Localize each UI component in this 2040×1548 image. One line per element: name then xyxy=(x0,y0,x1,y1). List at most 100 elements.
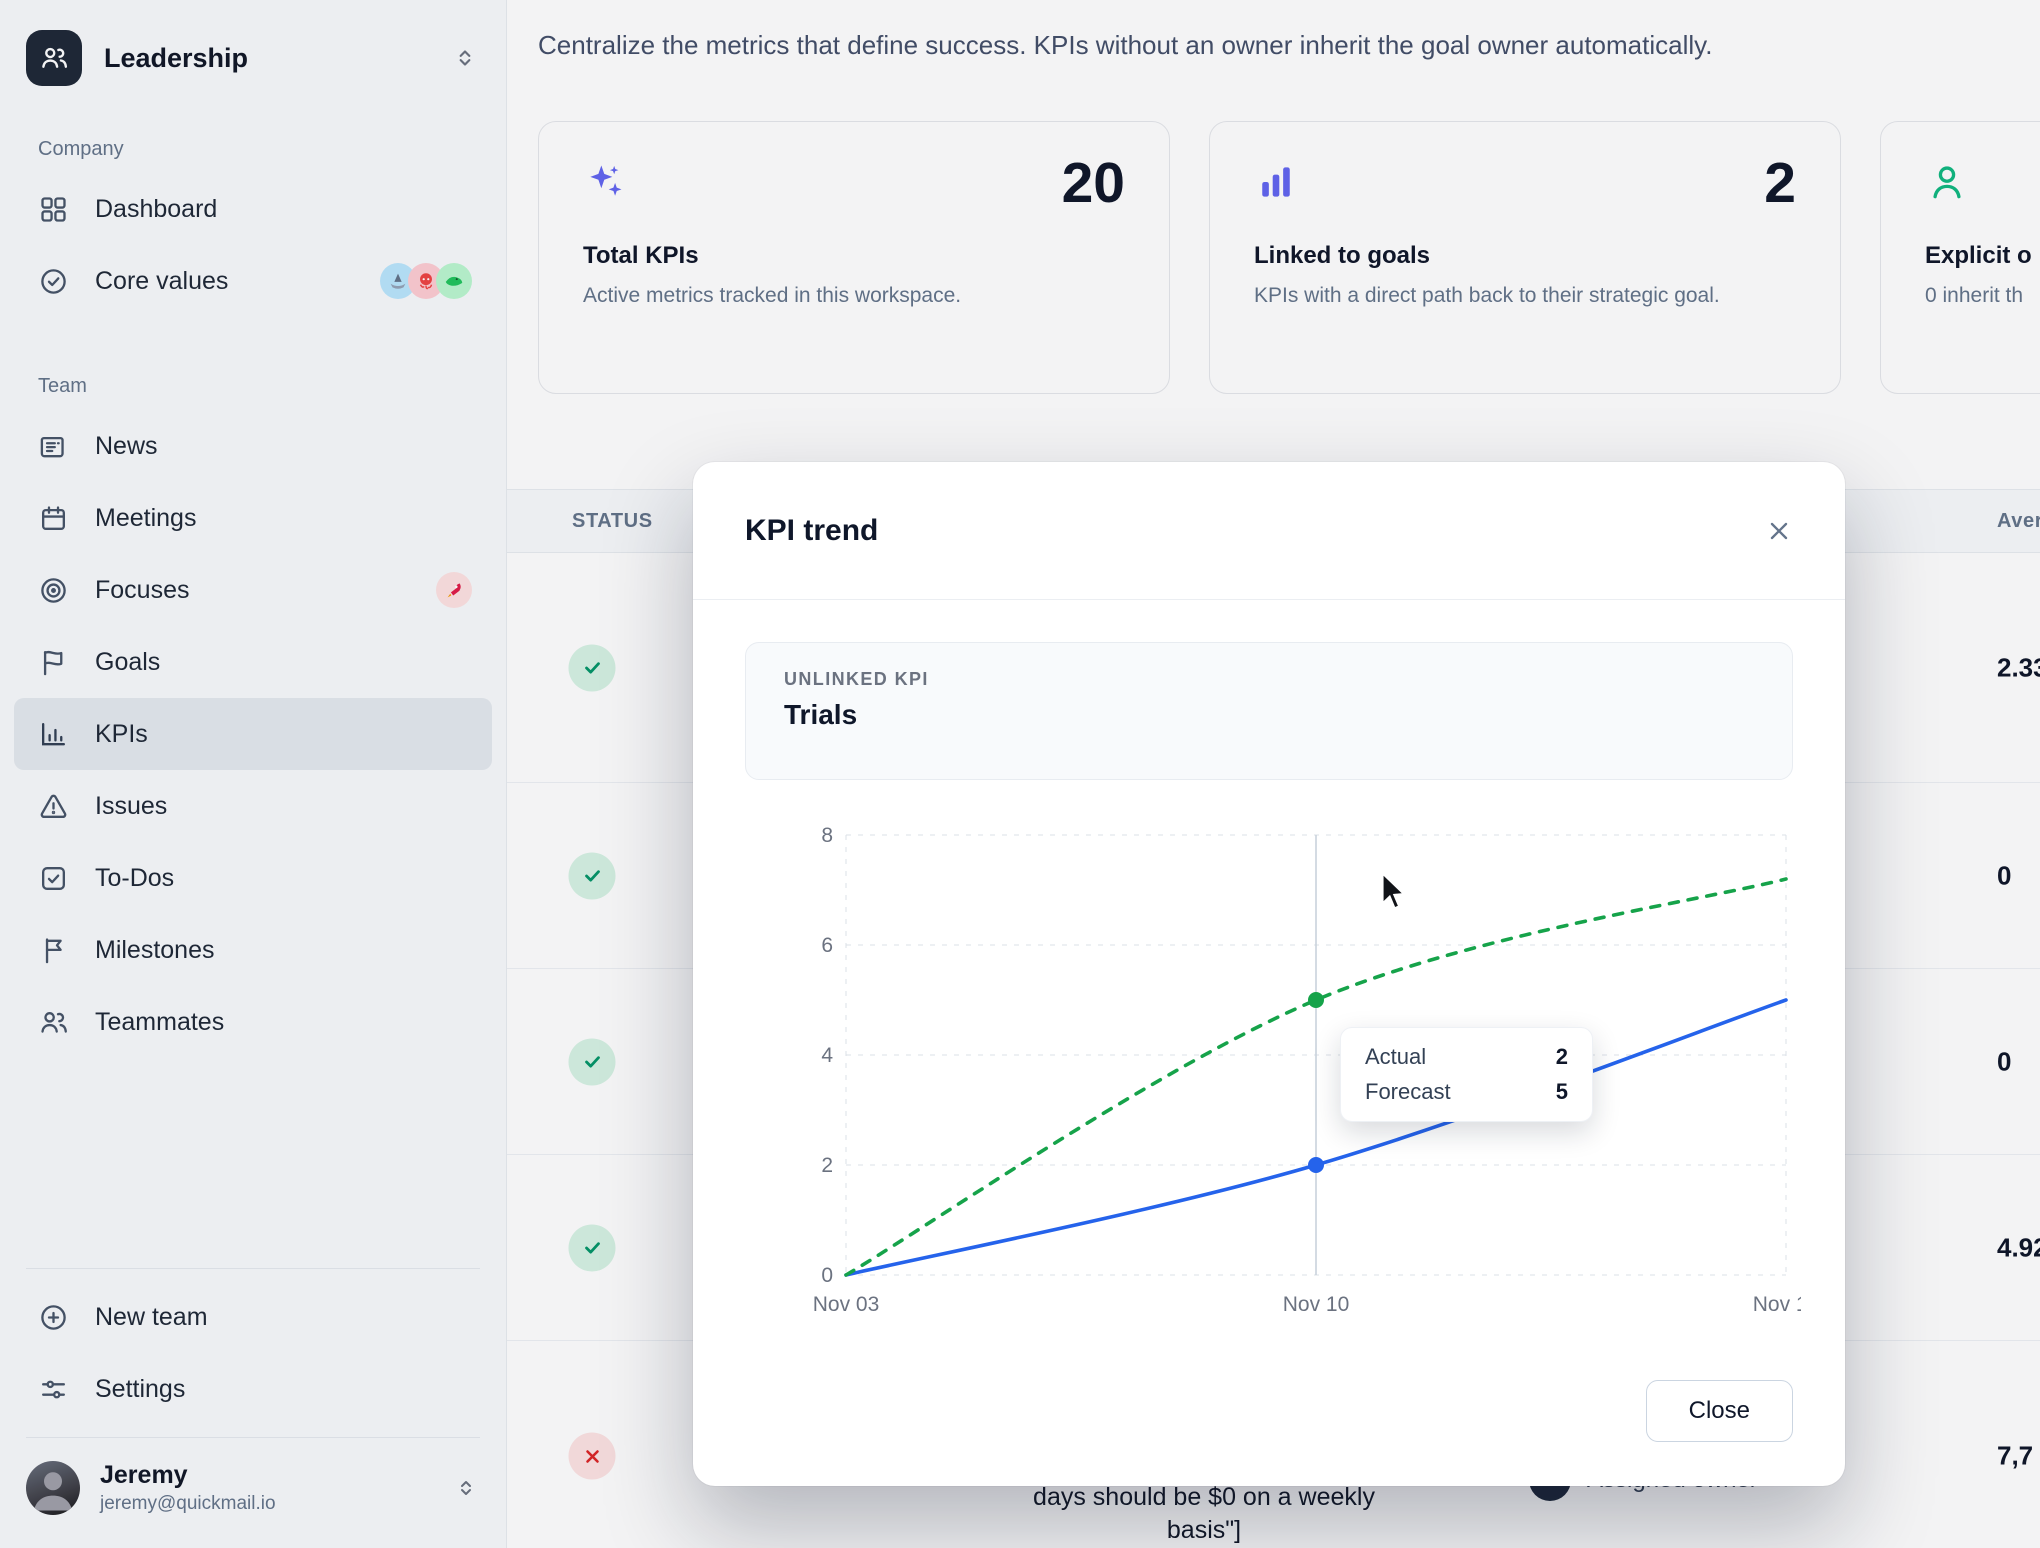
core-values-emojis xyxy=(380,263,472,299)
sidebar-item-label: KPIs xyxy=(95,719,148,748)
column-header-average: Aver xyxy=(1997,509,2040,532)
sidebar-item-teammates[interactable]: Teammates xyxy=(14,986,492,1058)
kpi-label: UNLINKED KPI xyxy=(784,669,929,689)
section-label-team: Team xyxy=(38,375,87,397)
people-icon xyxy=(42,47,68,68)
workspace-name: Leadership xyxy=(104,42,249,73)
sidebar-item-focuses[interactable]: Focuses xyxy=(14,554,492,626)
close-icon[interactable] xyxy=(1765,517,1793,545)
card-value: 2 xyxy=(1764,151,1796,215)
svg-text:2: 2 xyxy=(821,1154,833,1177)
svg-text:6: 6 xyxy=(821,934,833,957)
page-subtitle: Centralize the metrics that define succe… xyxy=(538,30,1713,60)
crocodile-emoji xyxy=(436,263,472,299)
tooltip-series-label: Forecast xyxy=(1365,1079,1451,1104)
sidebar-item-label: Meetings xyxy=(95,503,197,532)
kpi-description-text: days should be $0 on a weekly basis"] xyxy=(1033,1483,1375,1544)
kpi-trend-modal: KPI trend UNLINKED KPI Trials 0 2 4 6 8 Nov 0… xyxy=(693,462,1845,1486)
svg-text:Nov 10: Nov 10 xyxy=(1283,1293,1350,1316)
news-icon xyxy=(38,431,69,462)
workspace-switcher[interactable]: Leadership xyxy=(26,30,478,86)
card-title: Explicit o xyxy=(1925,242,2032,269)
kpi-trend-chart-area: 0 2 4 6 8 Nov 03 Nov 10 Nov 17 Actual 2 Forecas… xyxy=(801,820,1820,1320)
sidebar-item-new-team[interactable]: New team xyxy=(14,1281,492,1353)
kpi-name: Trials xyxy=(784,699,858,730)
person-icon xyxy=(1925,160,1969,204)
people-icon xyxy=(38,1007,69,1038)
status-success-icon xyxy=(568,1224,616,1271)
milestone-flag-icon xyxy=(38,935,69,966)
sidebar-bottom: New team Settings Jeremy jeremy@quickmai… xyxy=(0,1256,506,1532)
sidebar-item-milestones[interactable]: Milestones xyxy=(14,914,492,986)
tooltip-series-value: 5 xyxy=(1555,1079,1568,1104)
user-meta: Jeremy jeremy@quickmail.io xyxy=(100,1461,434,1515)
sidebar-item-label: Milestones xyxy=(95,935,215,964)
user-avatar xyxy=(26,1461,80,1515)
card-description: 0 inherit th xyxy=(1925,284,2024,307)
focuses-emojis xyxy=(436,572,472,608)
sidebar-item-core-values[interactable]: Core values xyxy=(14,245,492,317)
row-average-value: 7,7 xyxy=(1997,1440,2034,1471)
user-name: Jeremy xyxy=(100,1461,188,1489)
kpi-trend-chart[interactable]: 0 2 4 6 8 Nov 03 Nov 10 Nov 17 xyxy=(801,820,1820,1320)
sidebar-item-label: Goals xyxy=(95,647,161,676)
sidebar-item-label: Settings xyxy=(95,1374,186,1403)
svg-text:Nov 17: Nov 17 xyxy=(1753,1293,1801,1316)
modal-footer: Close xyxy=(693,1380,1845,1486)
sidebar-item-meetings[interactable]: Meetings xyxy=(14,482,492,554)
status-success-icon xyxy=(568,1038,616,1085)
checkbox-icon xyxy=(38,863,69,894)
sidebar-item-label: News xyxy=(95,431,158,460)
user-email: jeremy@quickmail.io xyxy=(100,1493,276,1514)
sidebar-item-dashboard[interactable]: Dashboard xyxy=(14,173,492,245)
row-average-value: 4.92 xyxy=(1997,1232,2040,1262)
user-menu[interactable]: Jeremy jeremy@quickmail.io xyxy=(26,1450,478,1526)
card-explicit-owners: Explicit o 0 inherit th xyxy=(1880,121,2040,394)
status-error-icon xyxy=(568,1432,616,1480)
rocket-emoji xyxy=(436,572,472,608)
flag-icon xyxy=(38,647,69,678)
sidebar-item-kpis[interactable]: KPIs xyxy=(14,698,492,770)
svg-text:Nov 03: Nov 03 xyxy=(813,1293,880,1316)
status-success-icon xyxy=(568,852,616,899)
plus-circle-icon xyxy=(38,1302,69,1333)
svg-text:8: 8 xyxy=(821,824,833,847)
sidebar-item-goals[interactable]: Goals xyxy=(14,626,492,698)
sidebar-item-label: Dashboard xyxy=(95,194,218,223)
badge-check-icon xyxy=(38,266,69,297)
close-button[interactable]: Close xyxy=(1645,1380,1793,1442)
sidebar-item-label: To-Dos xyxy=(95,863,175,892)
modal-header: KPI trend xyxy=(693,462,1845,600)
chevron-up-down-icon[interactable] xyxy=(454,1476,478,1500)
sidebar-item-news[interactable]: News xyxy=(14,410,492,482)
sidebar-item-settings[interactable]: Settings xyxy=(14,1353,492,1425)
kpi-summary-cards: 20 Total KPIs Active metrics tracked in … xyxy=(538,121,2040,394)
sidebar-item-todos[interactable]: To-Dos xyxy=(14,842,492,914)
sidebar-item-label: New team xyxy=(95,1302,208,1331)
chart-tooltip: Actual 2 Forecast 5 xyxy=(1340,1027,1593,1122)
calendar-icon xyxy=(38,503,69,534)
sidebar-item-label: Teammates xyxy=(95,1007,225,1036)
svg-text:0: 0 xyxy=(821,1264,833,1287)
status-success-icon xyxy=(568,644,616,691)
card-total-kpis: 20 Total KPIs Active metrics tracked in … xyxy=(538,121,1170,394)
card-linked-to-goals: 2 Linked to goals KPIs with a direct pat… xyxy=(1209,121,1841,394)
tooltip-series-value: 2 xyxy=(1555,1044,1568,1069)
sparkles-icon xyxy=(583,160,627,204)
grid-icon xyxy=(38,194,69,225)
target-icon xyxy=(38,575,69,606)
bar-chart-icon xyxy=(1254,160,1298,204)
sidebar: Leadership Company Dashboard Core values… xyxy=(0,0,507,1548)
column-header-status: STATUS xyxy=(572,509,653,532)
card-title: Total KPIs xyxy=(583,242,699,269)
card-value: 20 xyxy=(1061,151,1125,215)
kpi-info-card: UNLINKED KPI Trials xyxy=(745,642,1793,780)
sidebar-item-issues[interactable]: Issues xyxy=(14,770,492,842)
modal-title: KPI trend xyxy=(745,513,879,547)
card-description: Active metrics tracked in this workspace… xyxy=(583,284,962,307)
warning-icon xyxy=(38,791,69,822)
row-average-value: 0 xyxy=(1997,860,2012,890)
chevron-up-down-icon[interactable] xyxy=(452,45,478,71)
sidebar-item-label: Core values xyxy=(95,266,229,295)
sidebar-item-label: Issues xyxy=(95,791,168,820)
